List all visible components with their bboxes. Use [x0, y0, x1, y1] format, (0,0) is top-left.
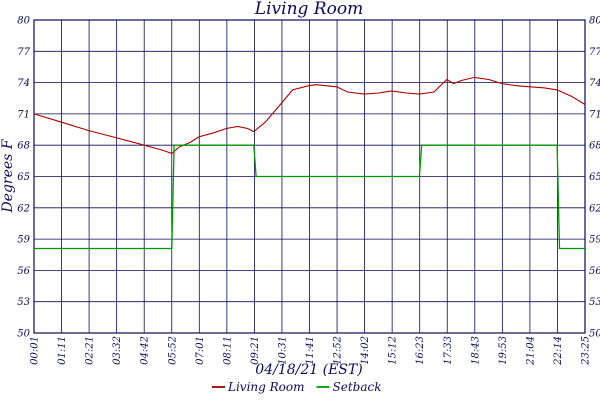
y-tick-label-left: 77 — [17, 47, 30, 58]
x-tick-label: 18:43 — [470, 336, 481, 365]
x-tick-label: 08:11 — [222, 336, 233, 365]
y-tick-label-right: 50 — [589, 329, 600, 340]
x-tick-label: 10:31 — [277, 336, 288, 365]
y-tick-label-left: 56 — [17, 266, 30, 277]
series-line-setback — [34, 144, 585, 250]
y-tick-label-left: 65 — [17, 172, 30, 183]
x-tick-label: 21:04 — [525, 336, 536, 366]
x-tick-label: 22:14 — [553, 336, 564, 366]
x-tick-label: 05:52 — [167, 336, 178, 365]
x-tick-label: 02:21 — [85, 336, 96, 365]
x-tick-label: 04:42 — [140, 336, 151, 365]
legend-label-living-room: Living Room — [227, 380, 305, 394]
y-tick-label-right: 59 — [589, 235, 600, 246]
x-tick-label: 19:53 — [498, 336, 509, 365]
y-tick-label-left: 71 — [17, 109, 30, 120]
x-tick-label: 00:01 — [30, 336, 41, 365]
y-tick-label-right: 77 — [589, 47, 600, 58]
y-tick-label-right: 74 — [589, 78, 600, 89]
y-tick-label-right: 53 — [589, 297, 600, 308]
y-tick-label-right: 62 — [589, 203, 600, 214]
x-tick-label: 11:41 — [305, 336, 316, 365]
y-tick-label-left: 74 — [17, 78, 30, 89]
y-tick-label-left: 62 — [17, 203, 30, 214]
y-tick-label-right: 80 — [589, 16, 600, 27]
legend-label-setback: Setback — [333, 380, 382, 394]
x-tick-label: 03:32 — [112, 336, 123, 365]
x-tick-label: 14:02 — [360, 336, 371, 365]
y-tick-label-right: 68 — [589, 141, 600, 152]
y-axis-title: Degrees F — [0, 138, 16, 213]
y-tick-label-right: 65 — [589, 172, 600, 183]
x-tick-label: 15:12 — [388, 336, 399, 365]
x-axis-title: 04/18/21 (EST) — [255, 362, 362, 378]
x-tick-label: 23:25 — [581, 336, 592, 366]
y-tick-label-right: 71 — [589, 109, 600, 120]
y-tick-label-left: 68 — [17, 141, 30, 152]
x-tick-label: 01:11 — [57, 336, 68, 365]
y-tick-label-left: 50 — [17, 329, 30, 340]
y-tick-label-left: 59 — [17, 235, 30, 246]
legend: Living Room Setback — [212, 380, 382, 394]
x-tick-label: 17:33 — [443, 336, 454, 365]
y-tick-label-left: 53 — [17, 297, 30, 308]
x-tick-label: 09:21 — [250, 336, 261, 365]
x-tick-label: 12:52 — [333, 336, 344, 365]
x-tick-label: 07:01 — [195, 336, 206, 365]
y-tick-label-left: 80 — [17, 16, 30, 27]
x-tick-label: 16:23 — [415, 336, 426, 365]
series-line-living-room — [33, 76, 586, 155]
y-tick-label-right: 56 — [589, 266, 600, 277]
chart-title: Living Room — [254, 0, 363, 19]
